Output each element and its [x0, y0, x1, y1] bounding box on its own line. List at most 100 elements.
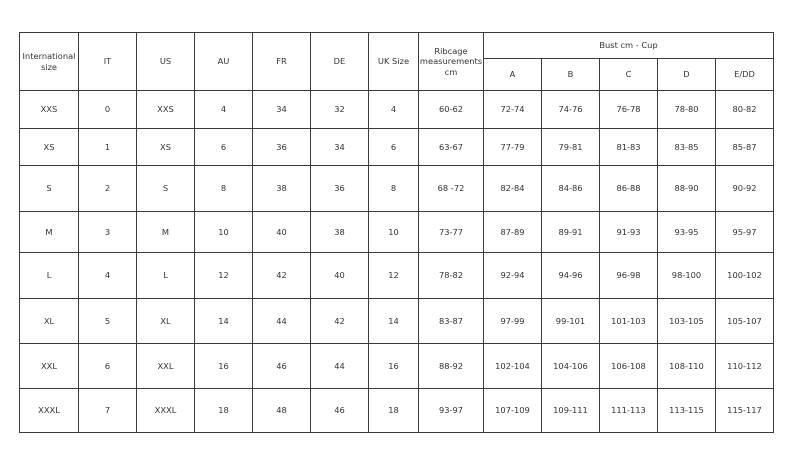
table-cell: 86-88: [599, 165, 658, 212]
table-cell: 40: [252, 211, 311, 253]
table-cell: 4: [194, 90, 253, 129]
table-cell: 6: [194, 128, 253, 166]
header-it: IT: [78, 32, 137, 91]
table-cell: 14: [368, 298, 419, 344]
table-cell: 90-92: [714, 165, 775, 212]
table-cell: 36: [252, 128, 311, 166]
table-cell: 2: [78, 165, 137, 212]
table-cell: 60-62: [418, 90, 484, 129]
table-cell: 48: [252, 388, 311, 433]
table-cell: XL: [136, 298, 195, 344]
table-cell: 16: [194, 343, 253, 389]
table-cell: 100-102: [714, 252, 775, 299]
table-cell: 109-111: [541, 388, 600, 433]
table-cell: 77-79: [483, 128, 542, 166]
table-row: XS 1 XS 6 36 34 6 63-67 77-79 79-81 81-83 83-85 85-8…: [19, 128, 775, 166]
table-cell: 18: [368, 388, 419, 433]
header-uk-size: UK Size: [368, 32, 419, 91]
table-cell: 101-103: [599, 298, 658, 344]
table-cell: 34: [310, 128, 369, 166]
table-cell: XXL: [19, 343, 79, 389]
table-cell: 88-90: [657, 165, 716, 212]
table-cell: 74-76: [541, 90, 600, 129]
table-cell: XS: [136, 128, 195, 166]
table-cell: 40: [310, 252, 369, 299]
table-cell: 103-105: [657, 298, 716, 344]
table-cell: 84-86: [541, 165, 600, 212]
table-cell: XS: [19, 128, 79, 166]
table-cell: 111-113: [599, 388, 658, 433]
table-cell: 36: [310, 165, 369, 212]
table-cell: XXS: [136, 90, 195, 129]
table-cell: 89-91: [541, 211, 600, 253]
table-cell: XL: [19, 298, 79, 344]
table-cell: 97-99: [483, 298, 542, 344]
table-cell: 10: [368, 211, 419, 253]
table-cell: L: [19, 252, 79, 299]
table-cell: 94-96: [541, 252, 600, 299]
table-cell: XXS: [19, 90, 79, 129]
table-cell: 42: [310, 298, 369, 344]
table-cell: 98-100: [657, 252, 716, 299]
table-cell: M: [136, 211, 195, 253]
table-cell: 6: [368, 128, 419, 166]
table-cell: 72-74: [483, 90, 542, 129]
table-row: XL 5 XL 14 44 42 14 83-87 97-99 99-101 101-103 103-…: [19, 298, 775, 344]
table-cell: 78-82: [418, 252, 484, 299]
size-chart-table: International size IT US AU FR DE UK Siz…: [19, 32, 775, 433]
table-cell: 83-87: [418, 298, 484, 344]
table-cell: 102-104: [483, 343, 542, 389]
table-cell: 83-85: [657, 128, 716, 166]
table-cell: 87-89: [483, 211, 542, 253]
table-cell: 42: [252, 252, 311, 299]
table-row: L 4 L 12 42 40 12 78-82 92-94 94-96 96-98 98-100 100…: [19, 252, 775, 299]
table-cell: 68 -72: [418, 165, 484, 212]
table-cell: 91-93: [599, 211, 658, 253]
table-row: M 3 M 10 40 38 10 73-77 87-89 89-91 91-93 93-95 95-9…: [19, 211, 775, 253]
table-cell: 76-78: [599, 90, 658, 129]
table-cell: 107-109: [483, 388, 542, 433]
header-cup-e-dd: E/DD: [714, 58, 775, 91]
table-cell: 99-101: [541, 298, 600, 344]
table-row: XXL 6 XXL 16 46 44 16 88-92 102-104 104-106 106-10…: [19, 343, 775, 389]
table-row: XXS 0 XXS 4 34 32 4 60-62 72-74 74-76 76-78 78-80 80…: [19, 90, 775, 129]
table-cell: 4: [78, 252, 137, 299]
header-de: DE: [310, 32, 369, 91]
table-cell: 34: [252, 90, 311, 129]
table-cell: 78-80: [657, 90, 716, 129]
table-cell: 5: [78, 298, 137, 344]
table-cell: 7: [78, 388, 137, 433]
header-cup-c: C: [599, 58, 658, 91]
table-cell: 38: [252, 165, 311, 212]
table-cell: 95-97: [714, 211, 775, 253]
table-cell: 3: [78, 211, 137, 253]
table-cell: 80-82: [714, 90, 775, 129]
table-cell: 12: [368, 252, 419, 299]
table-cell: 88-92: [418, 343, 484, 389]
table-cell: L: [136, 252, 195, 299]
header-bust-cup: Bust cm - Cup: [482, 32, 775, 59]
header-us: US: [136, 32, 195, 91]
header-cup-d: D: [657, 58, 716, 91]
header-ribcage: Ribcage measurements cm: [418, 32, 484, 91]
table-cell: XXXL: [19, 388, 79, 433]
table-cell: 46: [252, 343, 311, 389]
header-cup-b: B: [541, 58, 600, 91]
table-cell: 93-97: [418, 388, 484, 433]
table-cell: 79-81: [541, 128, 600, 166]
table-row: S 2 S 8 38 36 8 68 -72 82-84 84-86 86-88 88-90 90-92: [19, 165, 775, 212]
table-cell: 92-94: [483, 252, 542, 299]
table-cell: 14: [194, 298, 253, 344]
header-fr: FR: [252, 32, 311, 91]
table-cell: 73-77: [418, 211, 484, 253]
table-cell: 18: [194, 388, 253, 433]
table-cell: 108-110: [657, 343, 716, 389]
table-cell: 8: [194, 165, 253, 212]
table-cell: 32: [310, 90, 369, 129]
table-cell: 96-98: [599, 252, 658, 299]
table-cell: 46: [310, 388, 369, 433]
table-cell: 44: [252, 298, 311, 344]
table-cell: 85-87: [714, 128, 775, 166]
table-cell: 63-67: [418, 128, 484, 166]
table-cell: 105-107: [714, 298, 775, 344]
